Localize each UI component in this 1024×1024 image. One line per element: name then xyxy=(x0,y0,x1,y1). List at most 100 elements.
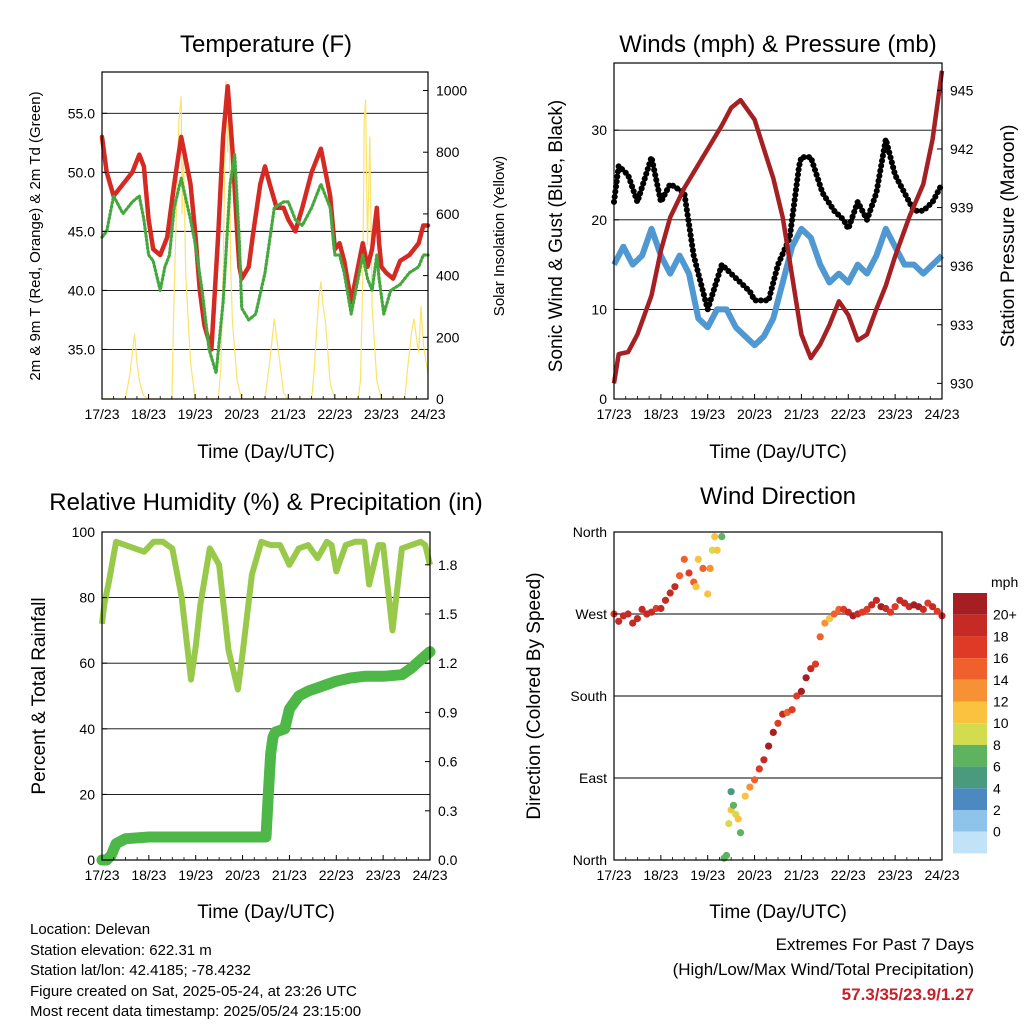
temperature-y2-tick-label: 200 xyxy=(436,329,460,345)
direction-point xyxy=(699,564,707,573)
temperature-title: Temperature (F) xyxy=(180,31,352,58)
station-elevation: Station elevation: 622.31 m xyxy=(30,941,212,959)
humidity-y-tick-label: 20 xyxy=(79,786,95,802)
direction-point xyxy=(711,533,719,541)
humidity-y2-tick-label: 0.0 xyxy=(438,852,458,868)
direction-point xyxy=(816,633,824,641)
insolation-series xyxy=(102,80,429,400)
direction-point xyxy=(722,851,731,860)
legend-swatch xyxy=(953,679,987,702)
direction-point xyxy=(671,583,679,591)
temperature-x-tick-label: 21/23 xyxy=(271,406,306,422)
winds-y-tick-label: 20 xyxy=(591,212,607,228)
winds-y-tick-label: 30 xyxy=(591,122,607,138)
direction-point xyxy=(729,801,738,809)
wind-direction-y-label: Direction (Colored By Speed) xyxy=(524,572,545,819)
direction-point xyxy=(755,765,763,773)
humidity-x-tick-label: 20/23 xyxy=(225,867,260,883)
direction-point xyxy=(680,555,688,563)
extremes-box: Extremes For Past 7 Days (High/Low/Max W… xyxy=(673,932,974,1007)
direction-point xyxy=(929,603,937,611)
direction-point xyxy=(713,546,721,554)
temperature-x-tick-label: 20/23 xyxy=(224,406,259,422)
temperature-x-tick-label: 19/23 xyxy=(178,406,213,422)
direction-point xyxy=(863,605,871,614)
direction-x-tick-label: 20/23 xyxy=(737,867,772,883)
legend-swatch xyxy=(953,658,987,680)
humidity-x-tick-label: 19/23 xyxy=(178,867,213,883)
pressure-series xyxy=(611,70,945,384)
legend-label: 4 xyxy=(993,780,1001,796)
temperature-y-tick-label: 45.0 xyxy=(68,223,95,239)
temperature-x-tick-label: 17/23 xyxy=(84,406,119,422)
direction-point xyxy=(676,572,684,580)
direction-point xyxy=(886,608,895,616)
temperature-y-tick-label: 50.0 xyxy=(68,164,95,180)
winds-x-label: Time (Day/UTC) xyxy=(709,442,847,463)
legend-label: 12 xyxy=(993,694,1009,710)
winds-x-tick-label: 17/23 xyxy=(596,406,631,422)
direction-point xyxy=(830,610,838,618)
wind-series xyxy=(611,225,945,349)
direction-point xyxy=(624,610,632,618)
winds-y2-tick-label: 930 xyxy=(950,375,974,391)
temperature-x-tick-label: 23/23 xyxy=(364,406,399,422)
direction-x-tick-label: 18/23 xyxy=(643,867,678,883)
winds-x-tick-label: 21/23 xyxy=(784,406,819,422)
direction-point xyxy=(919,605,927,614)
legend-swatch xyxy=(953,701,987,724)
winds-plot-frame xyxy=(613,62,943,400)
direction-point xyxy=(933,607,941,615)
temperature-x-tick-label: 22/23 xyxy=(317,406,352,422)
legend-swatch xyxy=(953,810,987,832)
temperature-y2-tick-label: 400 xyxy=(436,268,460,284)
winds-y2-tick-label: 936 xyxy=(950,258,974,274)
temperature-y-tick-label: 40.0 xyxy=(68,282,95,298)
legend-label: 10 xyxy=(993,715,1009,731)
direction-point xyxy=(807,665,815,673)
humidity-x-label: Time (Day/UTC) xyxy=(197,902,335,923)
direction-point xyxy=(657,604,665,613)
direction-x-tick-label: 23/23 xyxy=(878,867,913,883)
humidity-y2-tick-label: 1.2 xyxy=(438,655,458,671)
temp-series xyxy=(99,83,431,352)
direction-point xyxy=(760,756,768,764)
direction-x-tick-label: 19/23 xyxy=(690,867,725,883)
direction-point xyxy=(736,829,745,837)
legend-label: 18 xyxy=(993,628,1009,644)
station-latlon: Station lat/lon: 42.4185; -78.4232 xyxy=(30,962,252,979)
direction-point xyxy=(765,742,773,750)
temperature-y2-tick-label: 800 xyxy=(436,144,460,160)
humidity-title: Relative Humidity (%) & Precipitation (i… xyxy=(49,489,482,516)
temperature-y2-tick-label: 600 xyxy=(436,206,460,222)
humidity-y2-tick-label: 0.9 xyxy=(438,704,458,720)
winds-y-tick-label: 10 xyxy=(591,301,607,317)
winds-x-tick-label: 18/23 xyxy=(643,406,678,422)
direction-point xyxy=(751,776,759,784)
direction-point xyxy=(793,692,801,700)
temperature-y-tick-label: 55.0 xyxy=(68,105,95,121)
direction-point xyxy=(797,687,806,696)
legend-label: 2 xyxy=(993,802,1001,818)
temperature-x-tick-label: 24/23 xyxy=(410,406,445,422)
direction-point xyxy=(692,583,700,591)
rh-series xyxy=(99,538,433,693)
extremes-values: 57.3/35/23.9/1.27 xyxy=(841,985,974,1004)
wind-direction-x-label: Time (Day/UTC) xyxy=(709,902,847,923)
humidity-y-tick-label: 80 xyxy=(79,590,95,606)
direction-point xyxy=(615,617,623,625)
humidity-y-tick-label: 0 xyxy=(87,852,95,868)
winds-x-tick-label: 22/23 xyxy=(831,406,866,422)
temperature-y-tick-label: 35.0 xyxy=(68,341,95,357)
humidity-y2-tick-label: 1.8 xyxy=(438,557,458,573)
extremes-subtitle: (High/Low/Max Wind/Total Precipitation) xyxy=(672,960,974,979)
direction-point xyxy=(734,815,742,823)
legend-title: mph xyxy=(991,574,1018,590)
winds-y-tick-label: 0 xyxy=(599,391,607,407)
direction-point xyxy=(685,569,693,577)
temperature-y2-tick-label: 0 xyxy=(436,391,444,407)
humidity-x-tick-label: 24/23 xyxy=(412,867,447,883)
direction-x-tick-label: 24/23 xyxy=(924,867,959,883)
precip-series xyxy=(96,646,436,866)
